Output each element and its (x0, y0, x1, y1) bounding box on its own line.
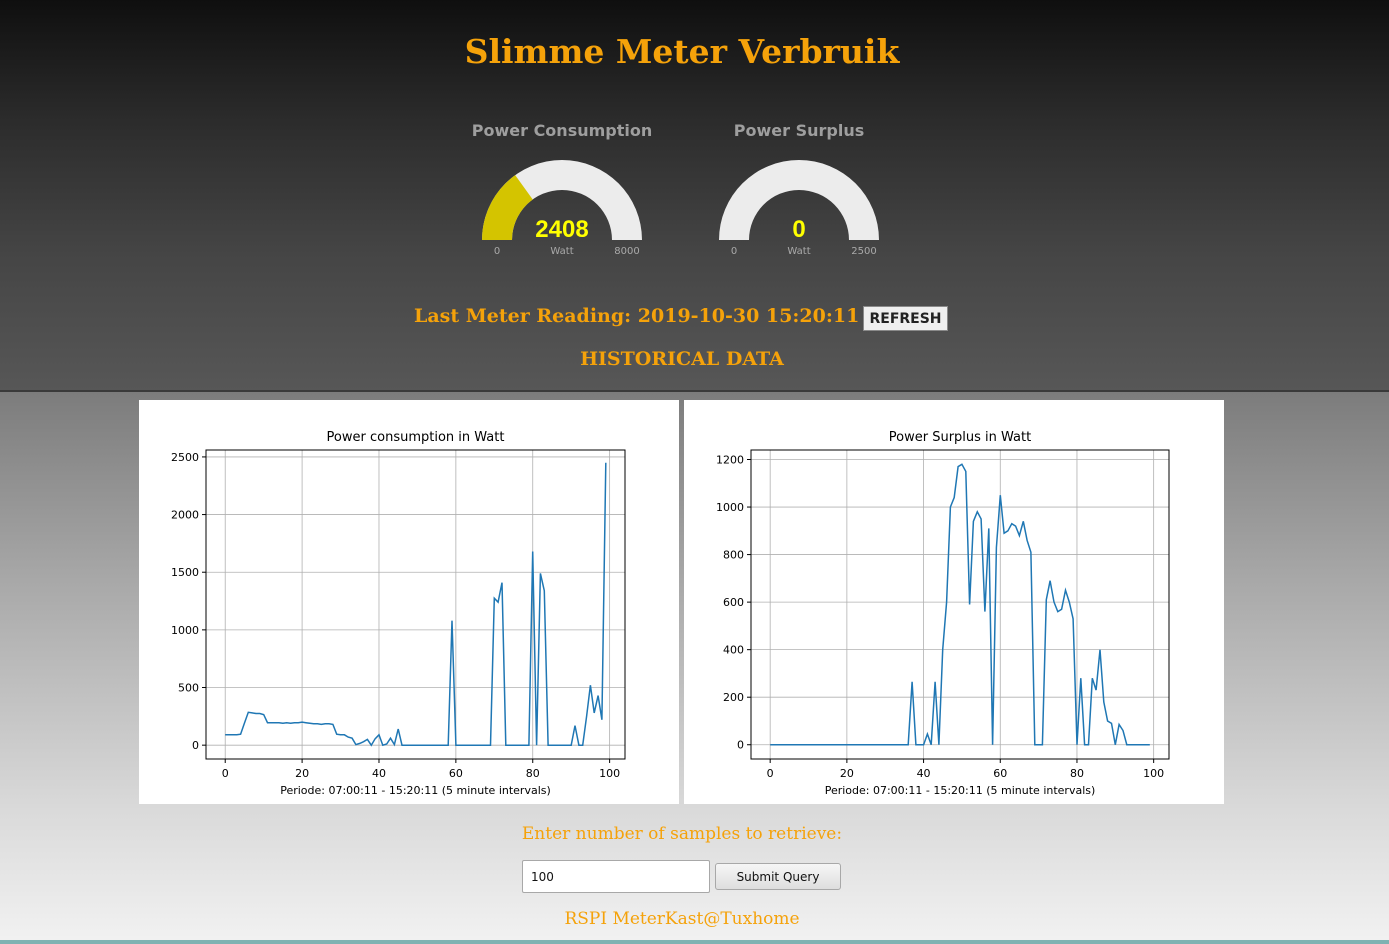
gauge-fill (482, 175, 533, 240)
page-title: Slimme Meter Verbruik (464, 32, 900, 71)
samples-input[interactable] (522, 860, 710, 893)
series-line (770, 463, 1150, 746)
x-tick-label: 80 (1070, 767, 1084, 780)
y-tick-label: 1000 (171, 624, 199, 637)
gauge-min-label: 0 (494, 246, 500, 257)
y-tick-label: 200 (723, 691, 744, 704)
footer-text: RSPI MeterKast@Tuxhome (564, 909, 800, 929)
y-tick-label: 600 (723, 596, 744, 609)
gauge-track (482, 160, 642, 240)
x-tick-label: 40 (372, 767, 386, 780)
y-tick-label: 1000 (716, 501, 744, 514)
series-line (225, 462, 607, 747)
x-axis-label: Periode: 07:00:11 - 15:20:11 (5 minute i… (280, 784, 551, 797)
gauge-track (719, 160, 879, 240)
gauge-value: 0 (792, 216, 805, 243)
x-tick-label: 60 (993, 767, 1007, 780)
y-tick-label: 2500 (171, 451, 199, 464)
y-tick-label: 800 (723, 549, 744, 562)
consumption-gauge: 2408 0 Watt 8000 (482, 160, 642, 257)
y-tick-label: 1500 (171, 566, 199, 579)
y-tick-label: 0 (192, 739, 199, 752)
consumption-chart-panel: 0 20 40 60 80 100 0 500 1000 1500 2000 2500 Power co… (139, 400, 679, 804)
x-tick-label: 20 (840, 767, 854, 780)
gauge-title-consumption: Power Consumption (471, 121, 653, 140)
gauge-unit-label: Watt (550, 246, 573, 257)
section-divider (0, 390, 1389, 392)
y-tick-label: 500 (178, 682, 199, 695)
x-axis-label: Periode: 07:00:11 - 15:20:11 (5 minute i… (825, 784, 1096, 797)
x-tick-label: 0 (767, 767, 774, 780)
plot-frame (205, 449, 626, 760)
gauge-title-surplus: Power Surplus (733, 121, 865, 140)
x-tick-label: 40 (917, 767, 931, 780)
gauge-max-label: 2500 (851, 246, 876, 257)
surplus-chart-panel: 0 20 40 60 80 100 0 200 400 600 800 1000 1200 Power S… (684, 400, 1224, 804)
y-tick-label: 1200 (716, 454, 744, 467)
x-tick-label: 80 (526, 767, 540, 780)
x-tick-label: 60 (449, 767, 463, 780)
gauge-unit-label: Watt (787, 246, 810, 257)
gauge-max-label: 8000 (614, 246, 639, 257)
x-tick-label: 20 (295, 767, 309, 780)
x-tick-label: 100 (1143, 767, 1164, 780)
page-bottom-edge (0, 940, 1389, 944)
x-tick-label: 0 (222, 767, 229, 780)
x-tick-label: 100 (599, 767, 620, 780)
last-meter-reading: Last Meter Reading: 2019-10-30 15:20:11 (414, 305, 860, 327)
plot-frame (750, 449, 1170, 760)
gauge-min-label: 0 (731, 246, 737, 257)
chart-title: Power consumption in Watt (327, 430, 505, 445)
samples-label: Enter number of samples to retrieve: (521, 824, 843, 844)
refresh-button[interactable]: REFRESH (863, 306, 948, 331)
surplus-gauge: 0 0 Watt 2500 (719, 160, 879, 257)
historical-data-heading: HISTORICAL DATA (580, 348, 784, 370)
y-tick-label: 400 (723, 644, 744, 657)
y-tick-label: 0 (737, 739, 744, 752)
chart-title: Power Surplus in Watt (889, 430, 1031, 445)
header-panel (0, 0, 1389, 391)
submit-query-button[interactable]: Submit Query (715, 863, 841, 890)
y-tick-label: 2000 (171, 509, 199, 522)
gauge-value: 2408 (535, 216, 588, 243)
